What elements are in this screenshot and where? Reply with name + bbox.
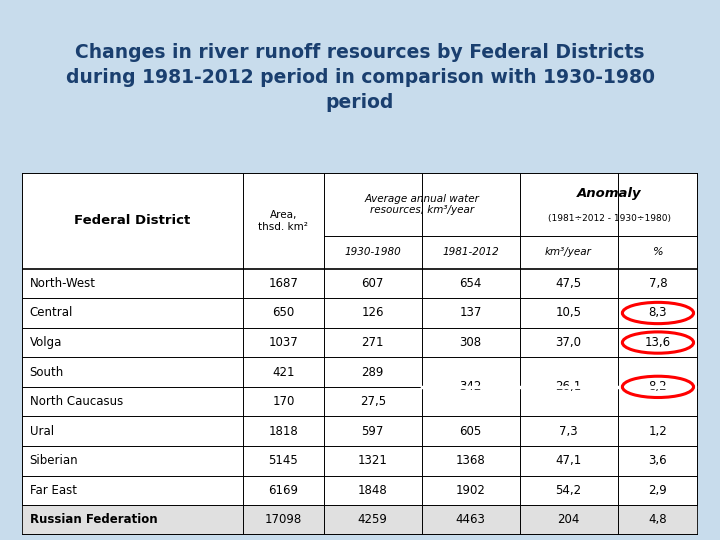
Text: Russian Federation: Russian Federation	[30, 514, 158, 526]
Text: 605: 605	[459, 424, 482, 438]
Text: 1902: 1902	[456, 484, 485, 497]
Text: 607: 607	[361, 277, 384, 290]
Text: Average annual water
resources, km³/year: Average annual water resources, km³/year	[364, 194, 479, 215]
Text: 308: 308	[459, 336, 482, 349]
Text: Ural: Ural	[30, 424, 54, 438]
Text: South: South	[30, 366, 64, 379]
Text: 13,6: 13,6	[645, 336, 671, 349]
Text: 170: 170	[272, 395, 294, 408]
Text: 421: 421	[272, 366, 294, 379]
Text: 654: 654	[459, 277, 482, 290]
Text: 8,2: 8,2	[649, 380, 667, 393]
Text: 27,5: 27,5	[360, 395, 386, 408]
Text: 126: 126	[361, 307, 384, 320]
Text: Siberian: Siberian	[30, 454, 78, 467]
Text: 2,9: 2,9	[649, 484, 667, 497]
Text: 1368: 1368	[456, 454, 485, 467]
Text: 4463: 4463	[456, 514, 485, 526]
Text: 54,2: 54,2	[556, 484, 582, 497]
Text: 47,1: 47,1	[555, 454, 582, 467]
Text: 10,5: 10,5	[556, 307, 582, 320]
Text: 271: 271	[361, 336, 384, 349]
Text: North-West: North-West	[30, 277, 96, 290]
Text: 3,6: 3,6	[649, 454, 667, 467]
Text: 1818: 1818	[269, 424, 298, 438]
Text: 1321: 1321	[358, 454, 387, 467]
Text: 342: 342	[459, 380, 482, 393]
Text: 17098: 17098	[265, 514, 302, 526]
Text: 1848: 1848	[358, 484, 387, 497]
Text: 204: 204	[557, 514, 580, 526]
Text: 7,3: 7,3	[559, 424, 578, 438]
Text: 37,0: 37,0	[556, 336, 582, 349]
Bar	[22, 505, 698, 535]
Text: 8,3: 8,3	[649, 307, 667, 320]
Text: 4,8: 4,8	[649, 514, 667, 526]
Text: 1,2: 1,2	[649, 424, 667, 438]
Text: Far East: Far East	[30, 484, 77, 497]
Text: 6169: 6169	[269, 484, 298, 497]
Text: 289: 289	[361, 366, 384, 379]
Text: 7,8: 7,8	[649, 277, 667, 290]
Text: %: %	[652, 247, 663, 258]
Text: 1981-2012: 1981-2012	[442, 247, 499, 258]
Text: Central: Central	[30, 307, 73, 320]
Text: Volga: Volga	[30, 336, 62, 349]
Text: 1037: 1037	[269, 336, 298, 349]
Text: 137: 137	[459, 307, 482, 320]
Text: North Caucasus: North Caucasus	[30, 395, 123, 408]
Text: Federal District: Federal District	[74, 214, 190, 227]
Text: 5145: 5145	[269, 454, 298, 467]
Text: Changes in river runoff resources by Federal Districts
during 1981-2012 period i: Changes in river runoff resources by Fed…	[66, 43, 654, 112]
Text: 1930-1980: 1930-1980	[344, 247, 401, 258]
Text: 4259: 4259	[358, 514, 387, 526]
Text: 47,5: 47,5	[556, 277, 582, 290]
Text: 597: 597	[361, 424, 384, 438]
Text: Area,
thsd. km²: Area, thsd. km²	[258, 210, 308, 232]
Text: 650: 650	[272, 307, 294, 320]
Text: 1687: 1687	[269, 277, 298, 290]
Text: Anomaly: Anomaly	[577, 186, 642, 200]
Text: 26,1: 26,1	[555, 380, 582, 393]
Text: km³/year: km³/year	[545, 247, 592, 258]
Text: (1981÷2012 - 1930÷1980): (1981÷2012 - 1930÷1980)	[547, 214, 670, 223]
